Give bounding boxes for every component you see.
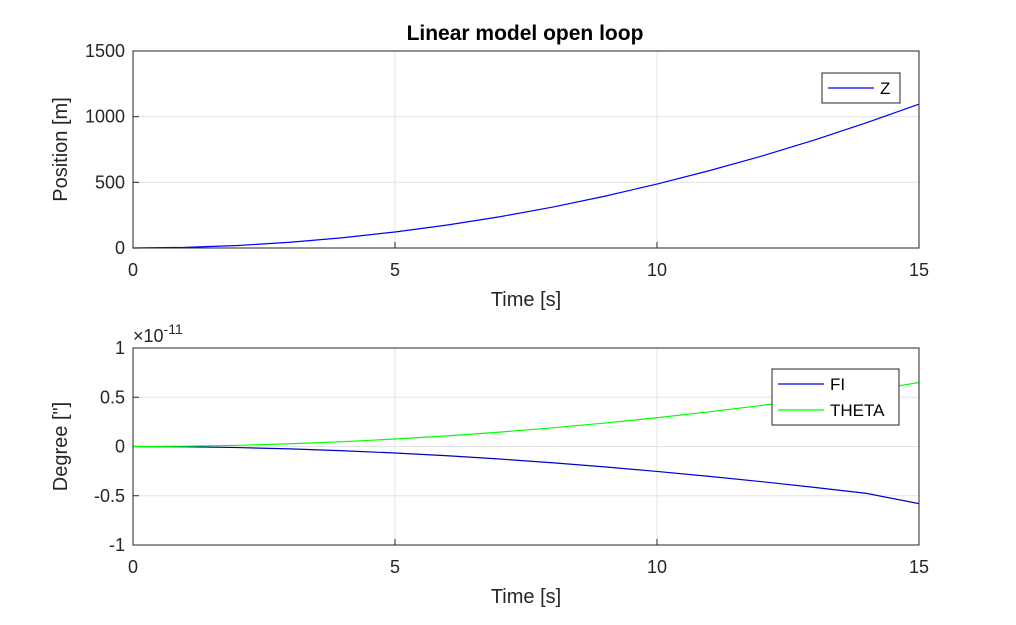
y-tick-label: 1 [115, 338, 125, 358]
y-tick-label: -0.5 [94, 486, 125, 506]
y-axis-label: Degree ["] [50, 402, 72, 491]
axes-box [132, 347, 920, 546]
legend-box [771, 368, 900, 426]
x-axis-label: Time [s] [491, 586, 561, 608]
y-axis-label: Position [m] [50, 97, 72, 201]
y-tick-label: 0 [115, 437, 125, 457]
series-line-fi [132, 445, 920, 505]
axes-box [132, 50, 920, 249]
x-tick-label: 10 [647, 557, 667, 577]
x-axis-label: Time [s] [491, 289, 561, 311]
plot-area [133, 51, 919, 248]
y-tick-label: -1 [109, 535, 125, 555]
x-tick-label: 5 [390, 260, 400, 280]
x-tick-label: 0 [128, 260, 138, 280]
series-line-z [132, 103, 920, 249]
x-tick-label: 15 [909, 260, 929, 280]
x-tick-label: 5 [390, 557, 400, 577]
legend-label-theta: THETA [830, 401, 885, 420]
y-exponent-label: ×10-11 [133, 321, 183, 346]
x-tick-label: 10 [647, 260, 667, 280]
y-tick-label: 0 [115, 238, 125, 258]
legend-label-z: Z [880, 79, 890, 98]
x-tick-label: 15 [909, 557, 929, 577]
x-tick-label: 0 [128, 557, 138, 577]
y-tick-label: 0.5 [100, 387, 125, 407]
y-tick-label: 1000 [85, 107, 125, 127]
position-subplot: 0 5 10 15 0 500 1000 1500 Time [s] Position [m] Z [50, 41, 929, 311]
degree-subplot: 0 5 10 15 -1 -0.5 0 0.5 1 Time [s] Degree ["] ×10-1… [50, 321, 929, 608]
y-tick-label: 500 [95, 172, 125, 192]
y-tick-label: 1500 [85, 41, 125, 61]
legend-label-fi: FI [830, 375, 845, 394]
figure-title: Linear model open loop [407, 22, 644, 45]
